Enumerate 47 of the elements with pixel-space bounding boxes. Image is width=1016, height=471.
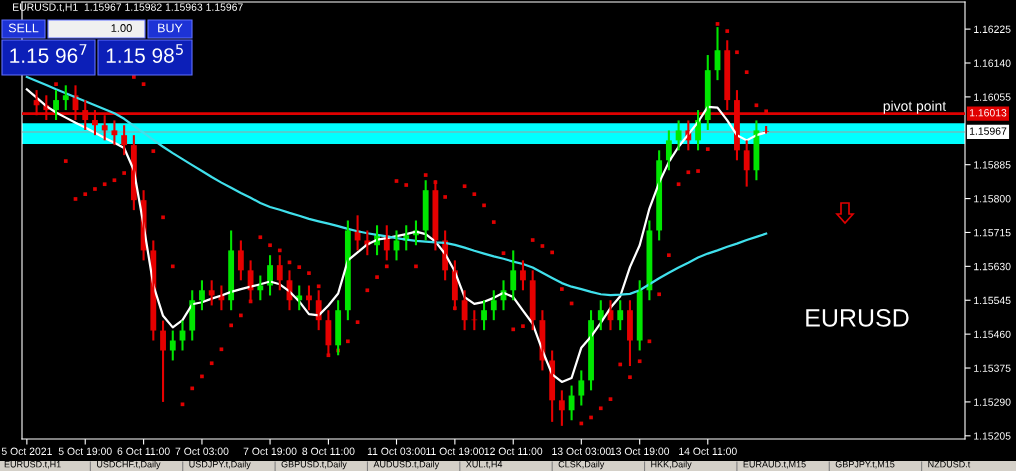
text: GBPJPY.t,M15 [835, 461, 895, 469]
text: GBPUSD.t,Daily [281, 460, 347, 470]
y-tick-label: 1.15545 [974, 296, 1011, 305]
ref-line-label: pivot point [883, 100, 947, 114]
text: USDCHF.t,Daily [97, 460, 161, 470]
y-tick-label: 1.16140 [974, 59, 1011, 67]
text: HKK,Daily [651, 460, 692, 470]
text: AUDUSD.t,Daily [373, 460, 440, 470]
text: CLSK,Daily [558, 460, 605, 470]
y-tick-label: 1.16225 [974, 25, 1011, 33]
y-tick-label: 1.16055 [974, 93, 1011, 101]
y-tick-label: 1.15460 [974, 330, 1011, 339]
x-tick-label: 11 Oct 03:00 [367, 447, 426, 455]
x-tick-label: 14 Oct 11:00 [679, 447, 737, 455]
y-tick-label: 1.15290 [974, 398, 1011, 406]
x-tick-label: 7 Oct 03:00 [175, 447, 229, 455]
y-tick-label: 1.15715 [974, 229, 1011, 237]
text: XUL.t,H4 [466, 461, 503, 469]
line-series [25, 88, 768, 384]
line-series [25, 75, 768, 297]
x-tick-label: 6 Oct 11:00 [117, 447, 170, 455]
x-tick-label: 13 Oct 03:00 [552, 447, 611, 455]
text: USDJPY.t,Daily [189, 460, 251, 470]
x-tick-label: 12 Oct 11:00 [484, 447, 543, 455]
candlestick [763, 124, 770, 135]
text: 1.16013 [969, 109, 1007, 117]
x-tick-label: 5 Oct 19:00 [58, 447, 112, 455]
text: EURUSD [806, 309, 909, 327]
text: NZDUSD.t [928, 461, 971, 468]
annotation: SELL [8, 23, 39, 33]
y-tick-label: 1.15205 [974, 432, 1011, 440]
annotation: 1.15 98$^{5}$ [106, 44, 183, 63]
y-tick-label: 1.15630 [974, 262, 1011, 271]
x-tick-label: 11 Oct 19:00 [426, 447, 484, 455]
y-tick-label: 1.15800 [974, 195, 1011, 203]
annotation: 1.15 96$^{7}$ [10, 44, 87, 63]
x-tick-label: 7 Oct 19:00 [243, 447, 297, 455]
x-tick-label: 5 Oct 2021 [1, 447, 52, 455]
y-tick-label: 1.15885 [974, 161, 1011, 169]
text: EURAUD.t,M15 [743, 461, 806, 469]
x-tick-label: 13 Oct 19:00 [610, 447, 670, 455]
annotation: 1.00 [111, 24, 132, 32]
annotation: BUY [158, 23, 183, 33]
ref-line-label: 1.15967 [969, 127, 1007, 135]
y-tick-label: 1.15375 [974, 364, 1011, 372]
text: EURUSD.t,H1 [4, 461, 61, 469]
x-tick-label: 8 Oct 11:00 [302, 447, 355, 455]
